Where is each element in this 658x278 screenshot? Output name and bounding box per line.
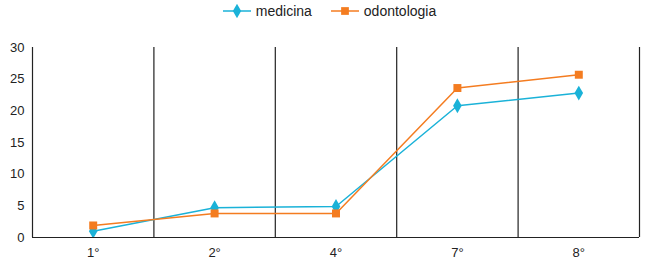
svg-text:10: 10 (10, 166, 24, 181)
svg-text:4°: 4° (330, 245, 342, 260)
svg-text:20: 20 (10, 103, 24, 118)
svg-text:30: 30 (10, 40, 24, 55)
svg-text:0: 0 (17, 230, 24, 245)
svg-text:7°: 7° (451, 245, 463, 260)
svg-text:8°: 8° (573, 245, 585, 260)
svg-text:15: 15 (10, 135, 24, 150)
html-text:medicina: medicina (255, 3, 312, 19)
svg-text:2°: 2° (208, 245, 220, 260)
html-text:odontologia: odontologia (363, 3, 437, 19)
svg-text:5: 5 (17, 198, 24, 213)
svg-text:1°: 1° (87, 245, 99, 260)
svg-text:25: 25 (10, 71, 24, 86)
